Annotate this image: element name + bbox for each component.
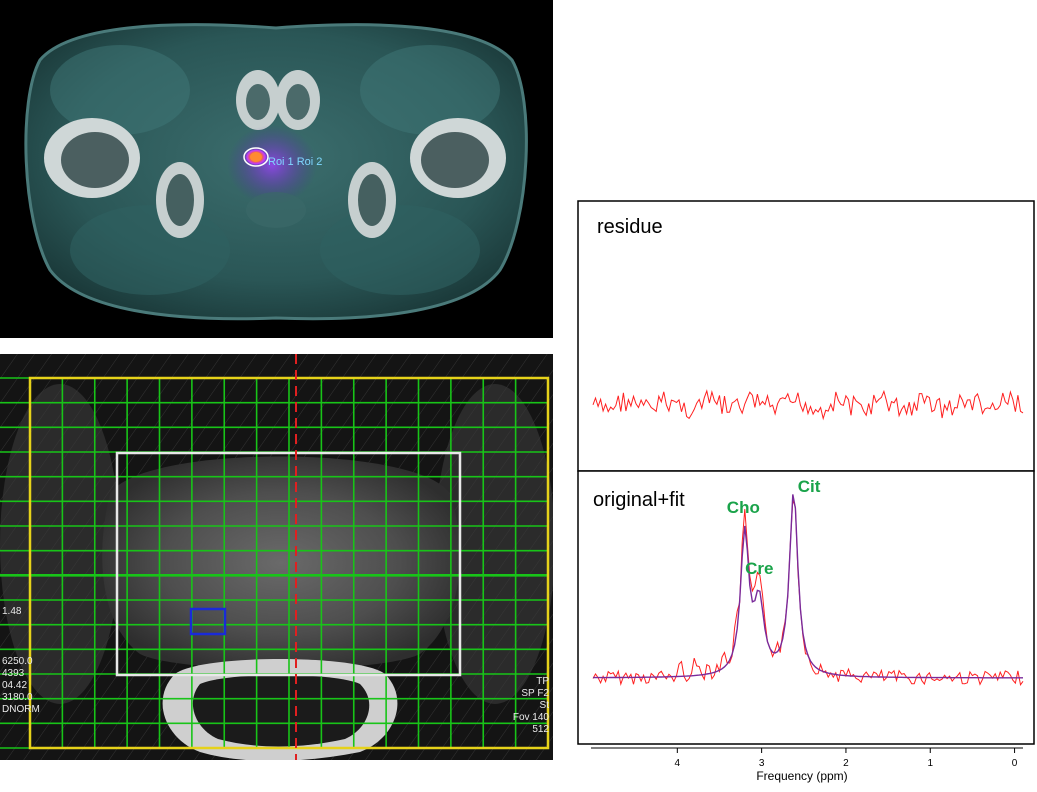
pet-ct-scan: Roi 1 Roi 2 xyxy=(0,0,553,338)
mri-left-readout: 1.48 xyxy=(2,606,21,618)
mri-left-readout-block: 6250.0 4393 04.42 3180.0 DNORM xyxy=(2,656,40,716)
readout-line: 1.48 xyxy=(2,606,22,617)
peak-label-cre: Cre xyxy=(745,559,773,578)
peak-label-cit: Cit xyxy=(798,477,821,496)
readout-line: DNORM xyxy=(2,704,40,715)
press-box xyxy=(115,451,462,677)
prostate-region xyxy=(102,456,460,669)
spectra-panel: residue original+fit Cho Cre Cit 4 3 2 1 0 F… xyxy=(577,200,1037,787)
fit-trace xyxy=(593,494,1023,679)
residue-box xyxy=(577,200,1035,472)
pet-ct-image: Roi 1 Roi 2 xyxy=(0,0,553,338)
mri-image: 1.48 6250.0 4393 04.42 3180.0 DNORM TP S… xyxy=(0,354,555,761)
readout-line: 512 xyxy=(532,724,549,735)
residue-trace xyxy=(592,389,1024,421)
readout-line: SP F2 xyxy=(521,688,549,699)
peak-label-cho: Cho xyxy=(727,498,760,517)
mri-fov-border xyxy=(28,376,550,750)
x-tick-label: 1 xyxy=(927,758,933,769)
fit-box xyxy=(577,470,1035,745)
x-tick-label: 3 xyxy=(759,758,765,769)
readout-line: 4393 xyxy=(2,668,25,679)
roi-label: Roi 1 Roi 2 xyxy=(268,156,322,168)
readout-line: Fov 140 xyxy=(512,712,549,723)
pet-uptake xyxy=(227,125,317,205)
x-tick-label: 0 xyxy=(1012,758,1018,769)
readout-line: St xyxy=(539,700,549,711)
mri-right-readout: TP SP F2 St Fov 140 512 xyxy=(513,676,549,736)
x-tick-label: 4 xyxy=(675,758,681,769)
residue-label: residue xyxy=(597,216,663,238)
selected-voxel[interactable] xyxy=(189,607,227,636)
readout-line: 04.42 xyxy=(2,680,28,691)
readout-line: 6250.0 xyxy=(2,656,33,667)
x-tick-label: 2 xyxy=(843,758,849,769)
readout-line: TP xyxy=(536,676,549,687)
fit-label: original+fit xyxy=(593,489,685,511)
readout-line: 3180.0 xyxy=(2,692,33,703)
mri-scan xyxy=(0,354,555,761)
spectra-plot: residue original+fit Cho Cre Cit 4 3 2 1 0 F… xyxy=(577,200,1035,783)
x-axis-ticks: 4 3 2 1 0 xyxy=(675,748,1018,769)
x-axis-label: Frequency (ppm) xyxy=(756,769,847,783)
